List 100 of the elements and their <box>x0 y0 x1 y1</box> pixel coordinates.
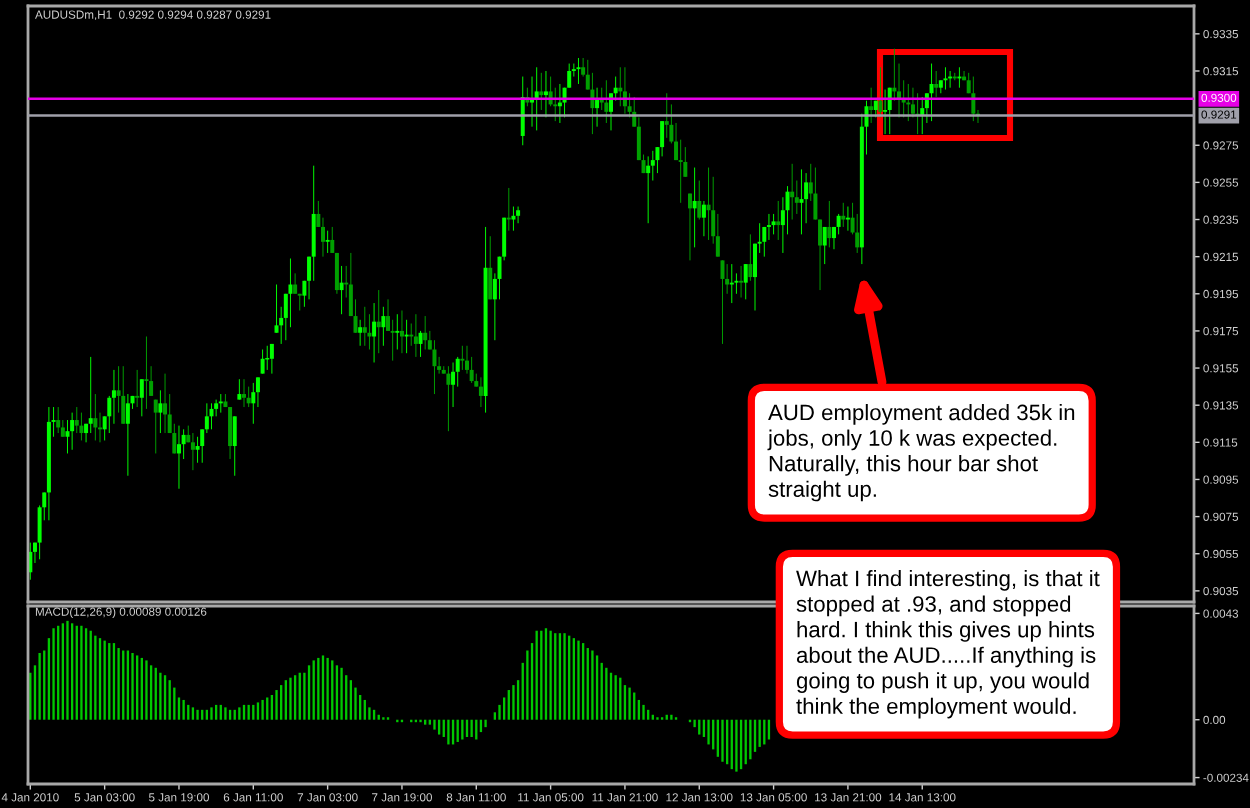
candlestick <box>971 76 976 122</box>
candlestick <box>376 289 381 354</box>
candlestick <box>190 432 195 471</box>
candlestick <box>311 165 316 282</box>
candlestick <box>604 79 609 124</box>
candlestick <box>139 378 144 417</box>
annotation: What I find interesting, is that it stopped at .93, and stopped hard. I think this gives up hints about the AUD.....If anything is going to push it up, you would think the employment would. <box>796 570 1100 719</box>
candlestick <box>288 258 293 328</box>
candlestick <box>209 402 214 430</box>
candlestick <box>395 313 400 350</box>
candlestick <box>511 206 516 232</box>
candlestick <box>878 66 883 118</box>
candlestick <box>799 168 804 235</box>
candlestick <box>818 219 823 291</box>
candlestick <box>539 72 544 111</box>
candlestick <box>446 365 451 432</box>
candlestick <box>246 386 251 408</box>
candlestick <box>293 272 298 295</box>
candlestick <box>739 265 744 298</box>
candlestick <box>79 412 84 441</box>
candlestick <box>687 193 692 261</box>
candlestick <box>176 425 181 490</box>
candlestick <box>790 163 795 221</box>
candlestick <box>269 343 274 375</box>
candlestick <box>390 319 395 362</box>
candlestick <box>822 226 827 265</box>
candlestick <box>228 406 233 460</box>
candlestick <box>195 436 200 464</box>
candlestick <box>158 389 163 434</box>
candlestick <box>813 167 818 221</box>
candlestick <box>697 180 702 221</box>
candlestick <box>232 415 237 477</box>
candlestick <box>121 365 126 425</box>
candlestick <box>413 313 418 358</box>
annotation: AUD employment added 35k in jobs, only 10 k was expected. Naturally, this hour bar shot straight up. <box>767 404 1075 502</box>
candlestick <box>358 319 363 347</box>
candlestick <box>776 200 781 241</box>
candlestick <box>302 280 307 308</box>
candlestick <box>943 66 948 91</box>
candlestick <box>418 330 423 358</box>
candlestick <box>534 66 539 131</box>
candlestick <box>743 263 748 300</box>
candlestick <box>399 310 404 354</box>
candlestick <box>841 202 846 228</box>
candlestick <box>845 206 850 232</box>
candlestick <box>334 252 339 295</box>
candlestick <box>88 356 93 434</box>
candlestick <box>125 393 130 477</box>
candlestick <box>381 306 386 347</box>
candlestick <box>111 369 116 425</box>
candlestick <box>153 399 158 454</box>
candlestick <box>766 213 771 241</box>
candlestick <box>576 57 581 85</box>
candlestick <box>701 200 706 237</box>
candlestick <box>660 120 665 157</box>
candlestick <box>348 252 353 317</box>
candlestick <box>432 339 437 395</box>
candlestick <box>929 63 934 122</box>
candlestick <box>242 378 247 408</box>
candlestick <box>734 272 739 295</box>
candlestick <box>372 302 377 363</box>
candlestick <box>144 336 149 410</box>
candlestick <box>934 70 939 98</box>
candlestick <box>163 373 168 434</box>
candlestick <box>646 155 651 224</box>
candlestick <box>339 265 344 315</box>
candlestick <box>636 116 641 161</box>
candlestick <box>237 378 242 401</box>
candlestick <box>451 362 456 408</box>
candlestick <box>692 167 697 248</box>
candlestick <box>729 263 734 304</box>
candlestick <box>506 187 511 232</box>
candlestick <box>260 349 265 375</box>
candlestick <box>325 230 330 254</box>
candlestick <box>706 167 711 241</box>
candlestick <box>869 87 874 124</box>
candlestick <box>478 376 483 408</box>
candlestick <box>488 235 493 300</box>
candlestick <box>330 226 335 254</box>
candlestick <box>70 412 75 451</box>
candlestick <box>464 345 469 375</box>
candlestick <box>720 259 725 345</box>
candlestick <box>664 92 669 139</box>
candlestick <box>218 393 223 414</box>
candlestick <box>56 406 61 434</box>
candlestick <box>460 345 465 371</box>
candlestick <box>771 213 776 235</box>
candlestick <box>883 89 888 135</box>
candlestick <box>93 393 98 441</box>
candlestick <box>135 369 140 408</box>
candlestick <box>423 315 428 350</box>
candlestick <box>516 206 521 224</box>
candlestick <box>655 146 660 174</box>
candlestick <box>836 213 841 235</box>
candlestick <box>251 382 256 425</box>
candlestick <box>320 217 325 258</box>
candlestick <box>567 63 572 89</box>
candlestick <box>543 70 548 118</box>
candlestick <box>827 200 832 248</box>
candlestick <box>748 233 753 282</box>
